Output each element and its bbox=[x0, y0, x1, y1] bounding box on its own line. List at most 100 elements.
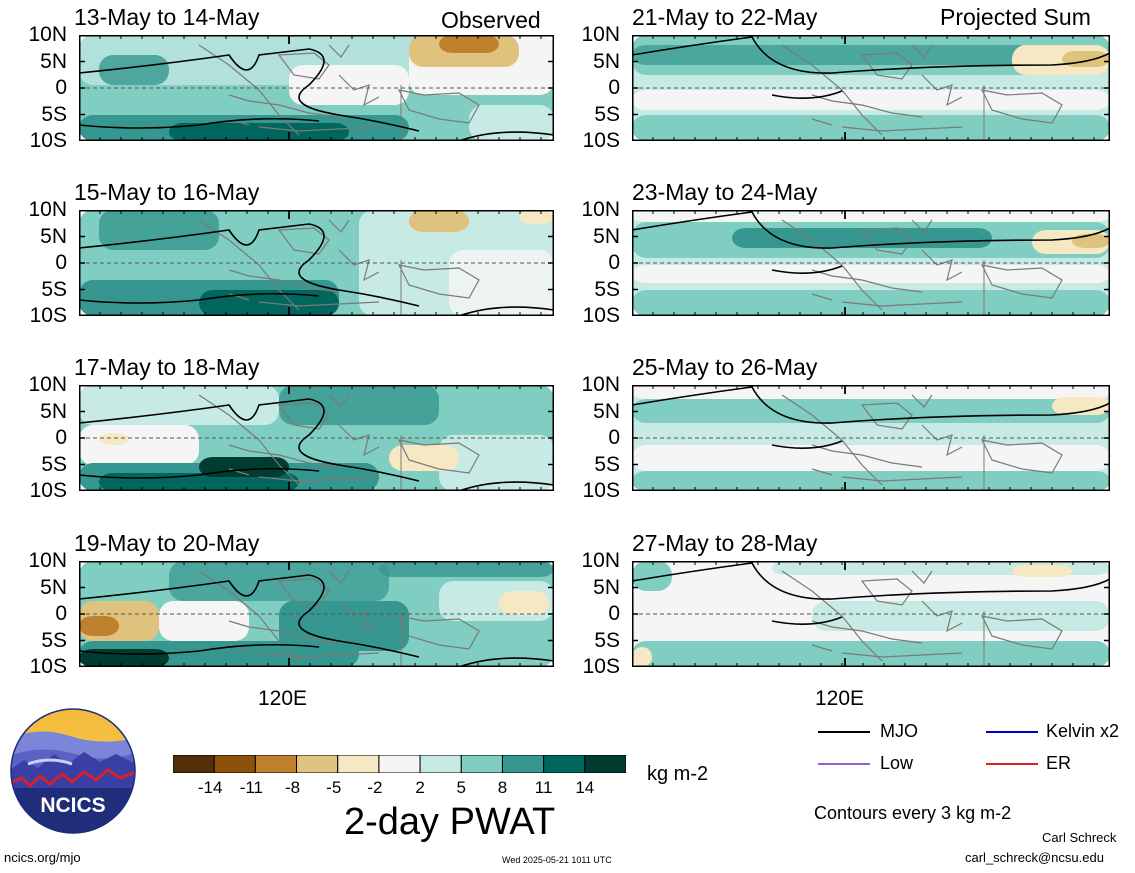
lat-label: 5S bbox=[41, 277, 67, 301]
colorbar-tick-label: 11 bbox=[534, 778, 553, 797]
pwat-map-right-1 bbox=[631, 34, 1110, 146]
legend-label-low: Low bbox=[880, 753, 914, 773]
panel-title-right-3: 25-May to 26-May bbox=[632, 354, 818, 380]
pwat-map-left-2 bbox=[78, 209, 554, 321]
lat-label: 0 bbox=[608, 251, 620, 274]
colorbar-tick-label: 14 bbox=[575, 778, 595, 797]
logo-text: NCICS bbox=[40, 794, 105, 817]
lat-label: 10N bbox=[581, 373, 620, 396]
lon-label-right: 120E bbox=[815, 687, 865, 710]
colorbar-swatch bbox=[460, 754, 503, 774]
colorbar-title: 2-day PWAT bbox=[344, 801, 556, 843]
colorbar-tick-label: -2 bbox=[367, 778, 383, 797]
lat-label: 5S bbox=[594, 452, 620, 476]
lon-label-left: 120E bbox=[258, 687, 308, 710]
lat-label: 10N bbox=[28, 549, 67, 572]
lat-label: 0 bbox=[608, 76, 620, 99]
lat-label: 5N bbox=[40, 575, 67, 599]
lat-label: 10S bbox=[582, 304, 620, 327]
lat-label: 5S bbox=[594, 277, 620, 301]
legend-line-low bbox=[818, 763, 870, 765]
colorbar-tick-label: 2 bbox=[415, 778, 425, 797]
colorbar-swatch bbox=[584, 754, 627, 774]
legend-line-er bbox=[986, 763, 1038, 765]
colorbar-swatch bbox=[172, 754, 215, 774]
colorbar bbox=[172, 754, 627, 774]
lat-label: 10S bbox=[582, 129, 620, 152]
lat-label: 10N bbox=[581, 549, 620, 572]
panel-title-left-3: 17-May to 18-May bbox=[74, 354, 260, 380]
legend-label-mjo: MJO bbox=[880, 721, 918, 741]
lat-label: 5S bbox=[41, 102, 67, 126]
lat-label: 5N bbox=[40, 224, 67, 248]
panel-title-right-1: 21-May to 22-May bbox=[632, 4, 818, 30]
colorbar-tick-label: 8 bbox=[497, 778, 508, 797]
footer-email[interactable]: carl_schreck@ncsu.edu bbox=[965, 850, 1104, 865]
lat-label: 5N bbox=[593, 399, 620, 423]
footer-timestamp: Wed 2025-05-21 1011 UTC bbox=[502, 855, 612, 865]
panel-title-left-1: 13-May to 14-May bbox=[74, 4, 260, 30]
lat-label: 5S bbox=[41, 628, 67, 652]
lat-label: 5S bbox=[594, 102, 620, 126]
projected-sum-label: Projected Sum bbox=[940, 4, 1091, 30]
colorbar-tick-label: -8 bbox=[284, 778, 301, 797]
colorbar-swatch bbox=[337, 754, 380, 774]
colorbar-units: kg m-2 bbox=[647, 763, 709, 785]
lat-label: 10S bbox=[582, 655, 620, 678]
colorbar-tick-label: -5 bbox=[326, 778, 342, 797]
lat-label: 10S bbox=[29, 655, 67, 678]
lat-label: 0 bbox=[55, 426, 67, 449]
colorbar-swatch bbox=[501, 754, 545, 774]
pwat-map-right-4 bbox=[631, 560, 1110, 672]
colorbar-swatch bbox=[419, 754, 462, 774]
colorbar-swatch bbox=[254, 754, 298, 774]
lat-label: 10N bbox=[581, 23, 620, 46]
lat-label: 5N bbox=[40, 49, 67, 73]
colorbar-tick-label: -14 bbox=[197, 778, 223, 797]
lat-label: 5N bbox=[40, 399, 67, 423]
observed-label: Observed bbox=[441, 7, 541, 33]
contour-note: Contours every 3 kg m-2 bbox=[814, 803, 1012, 823]
lat-label: 5N bbox=[593, 49, 620, 73]
panel-title-right-4: 27-May to 28-May bbox=[632, 530, 818, 556]
lat-label: 10S bbox=[29, 304, 67, 327]
panel-title-left-2: 15-May to 16-May bbox=[74, 179, 260, 205]
panel-title-left-4: 19-May to 20-May bbox=[74, 530, 260, 556]
lat-label: 10N bbox=[581, 198, 620, 221]
lat-label: 10S bbox=[29, 479, 67, 502]
footer-author: Carl Schreck bbox=[1042, 830, 1117, 845]
lat-label: 0 bbox=[608, 602, 620, 625]
lat-label: 0 bbox=[55, 251, 67, 274]
lat-label: 10N bbox=[28, 23, 67, 46]
colorbar-swatch bbox=[213, 754, 256, 774]
colorbar-swatch bbox=[296, 754, 339, 774]
legend-line-mjo bbox=[818, 731, 870, 733]
lat-label: 5S bbox=[594, 628, 620, 652]
panel-title-right-2: 23-May to 24-May bbox=[632, 179, 818, 205]
legend-label-kelvin: Kelvin x2 bbox=[1046, 721, 1120, 741]
footer-url[interactable]: ncics.org/mjo bbox=[4, 850, 81, 865]
pwat-map-left-4 bbox=[78, 560, 554, 672]
colorbar-swatches bbox=[172, 754, 627, 774]
lat-label: 10S bbox=[582, 479, 620, 502]
lat-label: 10S bbox=[29, 129, 67, 152]
legend-label-er: ER bbox=[1046, 753, 1072, 773]
pwat-map-left-1 bbox=[78, 34, 554, 146]
colorbar-swatch bbox=[378, 754, 421, 774]
pwat-map-left-3 bbox=[78, 384, 554, 496]
colorbar-tick-label: 5 bbox=[456, 778, 466, 797]
colorbar-swatch bbox=[543, 754, 586, 774]
lat-label: 0 bbox=[55, 602, 67, 625]
lat-label: 5N bbox=[593, 224, 620, 248]
lat-label: 0 bbox=[55, 76, 67, 99]
lat-label: 5S bbox=[41, 452, 67, 476]
pwat-map-right-3 bbox=[631, 384, 1110, 496]
legend-line-kelvin bbox=[986, 731, 1038, 733]
lat-label: 0 bbox=[608, 426, 620, 449]
lat-label: 10N bbox=[28, 198, 67, 221]
colorbar-tick-label: -11 bbox=[239, 778, 264, 797]
ncics-logo: NCICS bbox=[10, 708, 136, 834]
lat-label: 5N bbox=[593, 575, 620, 599]
lat-label: 10N bbox=[28, 373, 67, 396]
pwat-map-right-2 bbox=[631, 209, 1110, 321]
